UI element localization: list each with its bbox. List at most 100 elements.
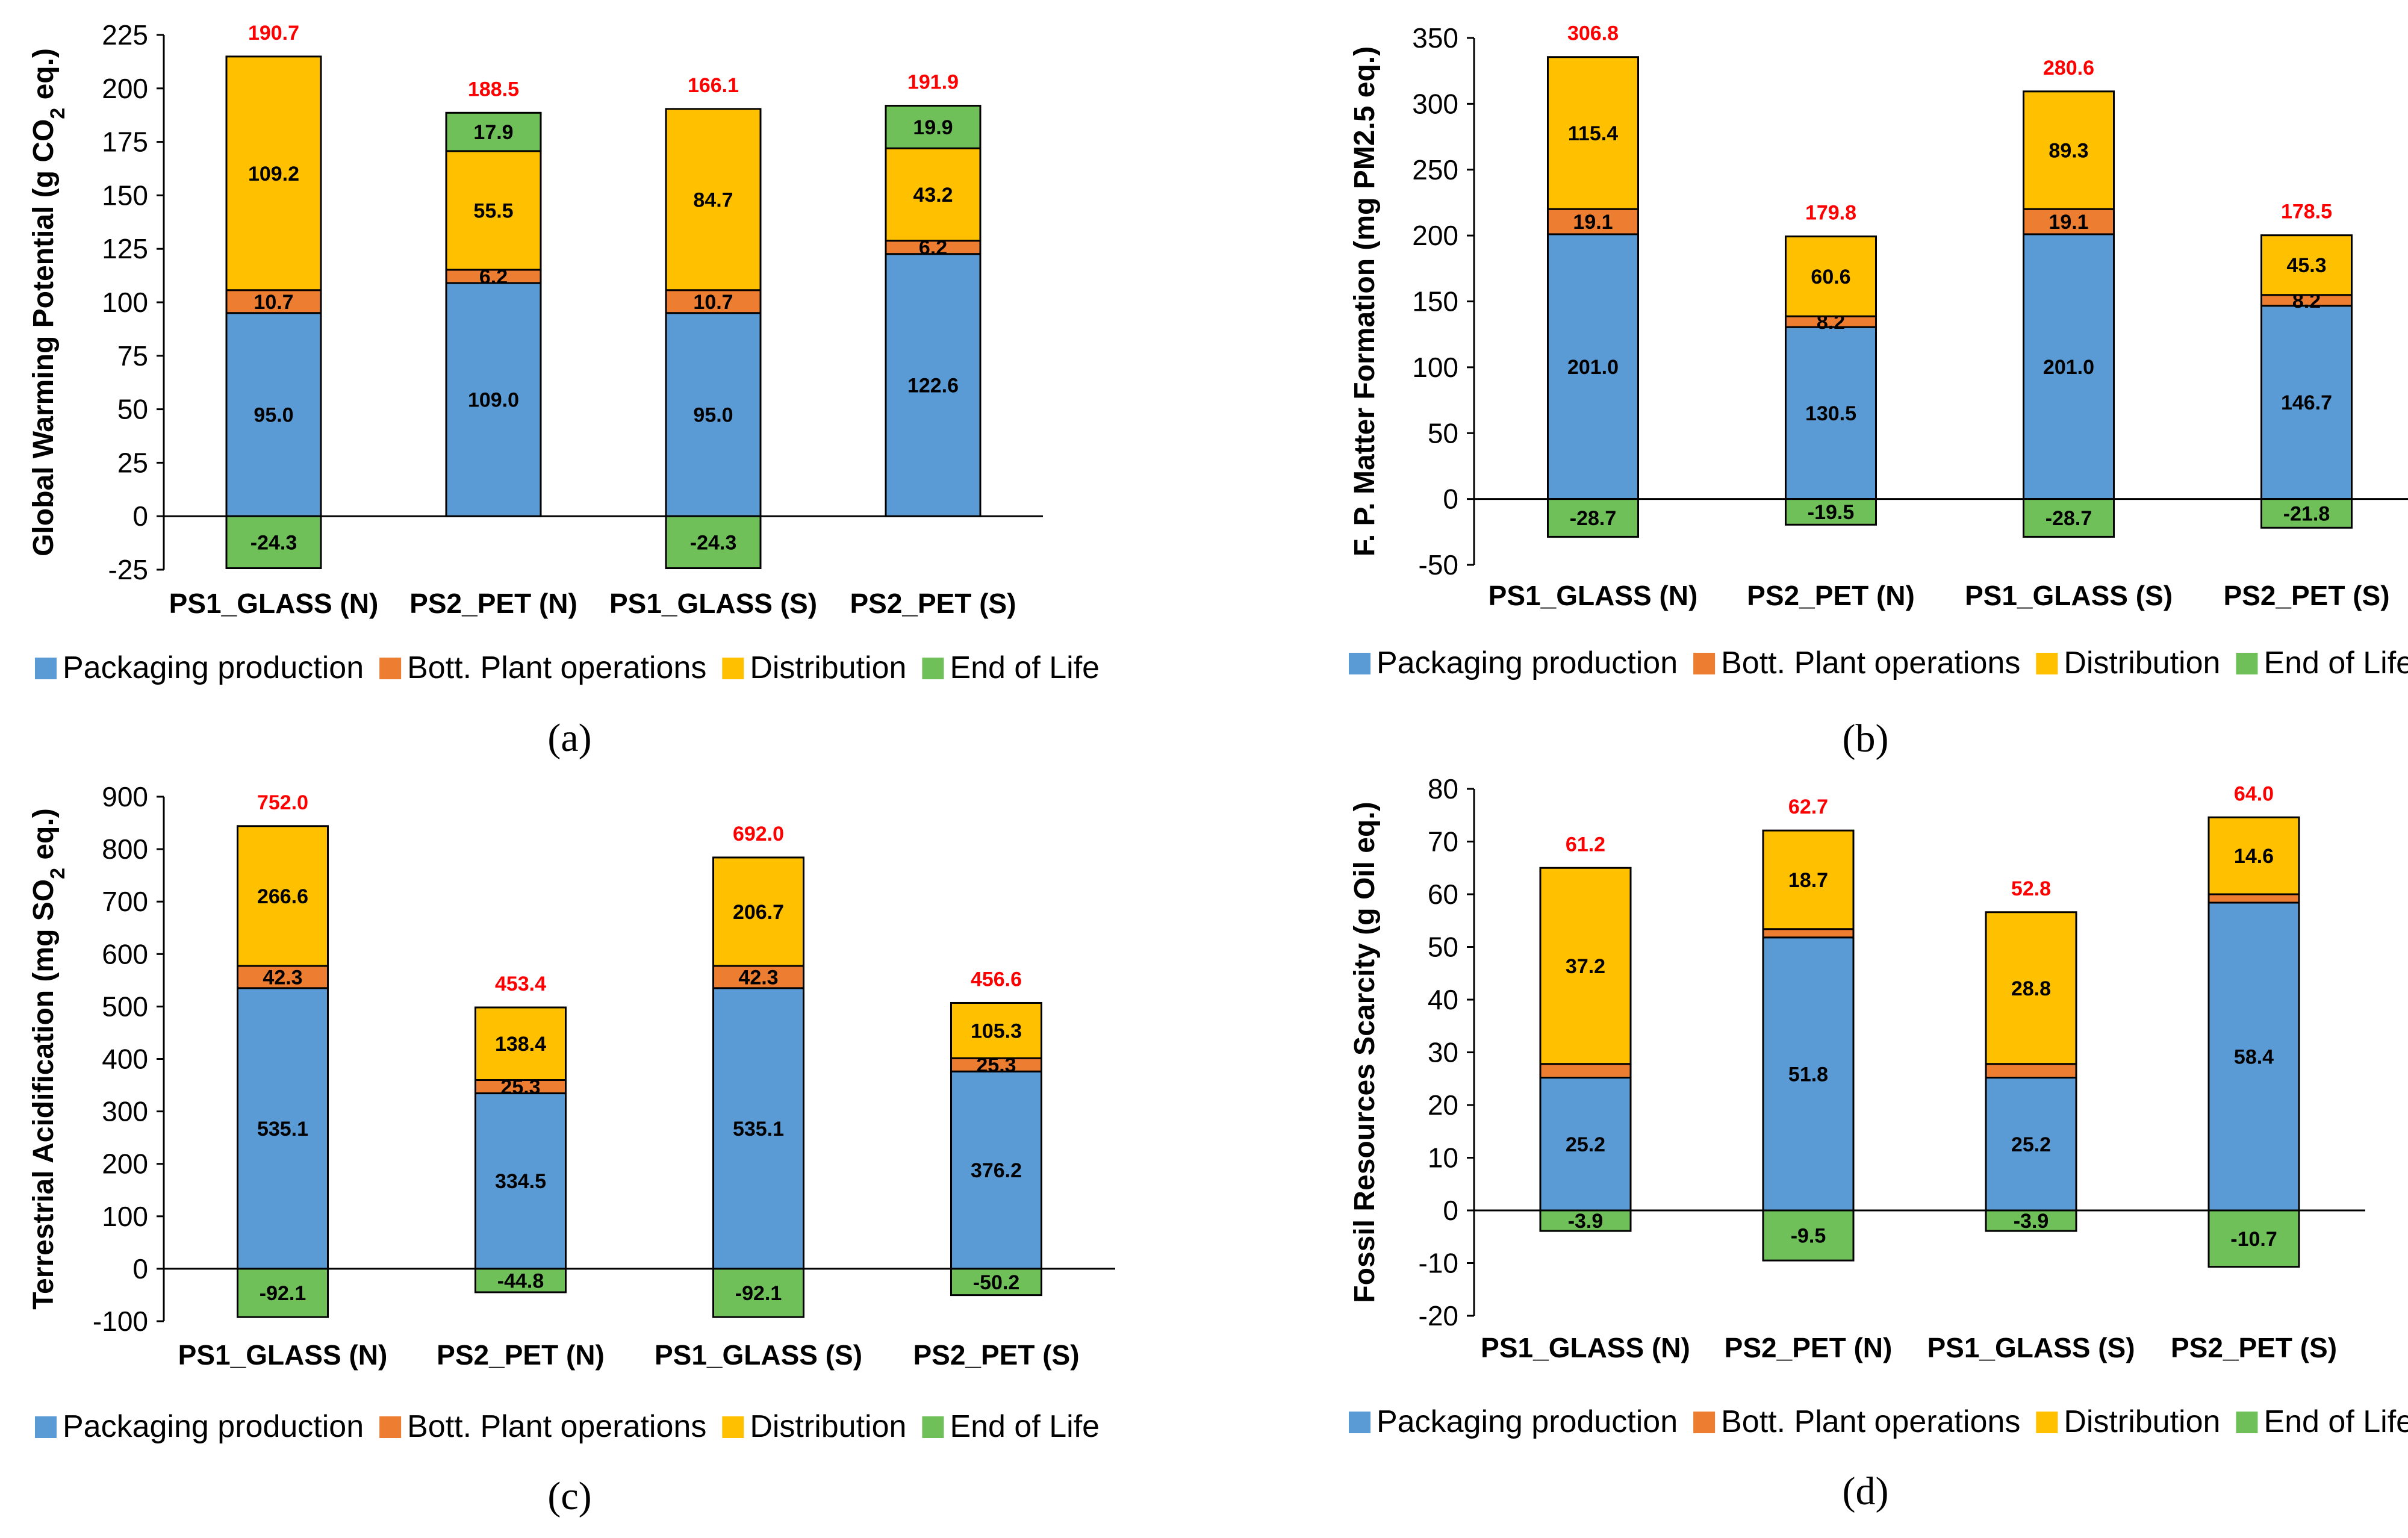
category-label: PS2_PET (S) bbox=[913, 1339, 1079, 1371]
y-tick-label: 300 bbox=[1412, 88, 1458, 119]
bar-packaging bbox=[950, 1070, 1042, 1270]
legend-entry: Bott. Plant operations bbox=[1721, 646, 2020, 680]
data-label-distribution: 206.7 bbox=[733, 901, 784, 924]
bar-packaging bbox=[1985, 1077, 2077, 1212]
legend-swatch bbox=[2236, 653, 2258, 674]
data-label-end-of-life: -92.1 bbox=[735, 1282, 782, 1305]
data-label-packaging: 334.5 bbox=[495, 1170, 546, 1193]
bar-distribution bbox=[712, 856, 804, 967]
y-tick-label: 50 bbox=[1428, 417, 1458, 449]
y-tick-label: 25 bbox=[117, 447, 148, 478]
total-label: 64.0 bbox=[2234, 782, 2274, 805]
bar-distribution bbox=[885, 147, 982, 242]
legend-entry: Packaging production bbox=[1377, 646, 1678, 680]
data-label-distribution: 28.8 bbox=[2011, 977, 2051, 1000]
data-label-distribution: 109.2 bbox=[248, 163, 299, 185]
category-label: PS1_GLASS (N) bbox=[169, 588, 379, 619]
legend-entry: Packaging production bbox=[63, 1409, 364, 1444]
chart-panel-4: -20 -10 0 10 20 30 40 50 60 70 80 Fossil Resources … bbox=[1349, 773, 2408, 1513]
panel-label: (a) bbox=[547, 716, 591, 760]
data-label-end-of-life: -3.9 bbox=[1568, 1210, 1604, 1233]
data-label-end-of-life: -19.5 bbox=[1808, 501, 1855, 524]
data-label-end-of-life: -50.2 bbox=[973, 1271, 1020, 1294]
data-label-end-of-life: -21.8 bbox=[2283, 502, 2330, 525]
legend: Packaging production Bott. Plant operatio… bbox=[1349, 646, 2408, 680]
data-label-packaging: 58.4 bbox=[2234, 1046, 2274, 1069]
bar-distribution bbox=[950, 1001, 1042, 1059]
legend-swatch bbox=[2036, 1412, 2058, 1433]
data-label-end-of-life: 19.9 bbox=[913, 116, 953, 139]
legend-entry: Distribution bbox=[2064, 1404, 2220, 1439]
y-tick-label: 50 bbox=[117, 394, 148, 425]
bar-end-of-life bbox=[950, 1268, 1042, 1297]
data-label-end-of-life: -3.9 bbox=[2014, 1210, 2049, 1233]
total-label: 166.1 bbox=[688, 74, 739, 97]
legend-swatch bbox=[379, 1416, 402, 1438]
bar-bottling bbox=[1985, 1063, 2077, 1079]
y-tick-label: 20 bbox=[1428, 1089, 1458, 1121]
bar-distribution bbox=[1547, 56, 1639, 210]
data-label-distribution: 84.7 bbox=[693, 188, 733, 211]
chart-panel-1: -25 0 25 50 75 100 125 150 175 200 225 Global Warmi… bbox=[28, 19, 1100, 760]
bar-end-of-life bbox=[2207, 1209, 2300, 1268]
y-tick-label: 50 bbox=[1428, 932, 1458, 963]
data-label-bottling: 19.1 bbox=[2049, 211, 2088, 234]
data-label-packaging: 535.1 bbox=[733, 1118, 784, 1141]
bar-bottling bbox=[1547, 208, 1639, 235]
data-label-end-of-life: -24.3 bbox=[250, 531, 297, 554]
bar-distribution bbox=[1985, 911, 2077, 1065]
bar-bottling bbox=[712, 965, 804, 989]
bar-end-of-life bbox=[665, 515, 762, 570]
total-label: 191.9 bbox=[907, 71, 959, 94]
bar-packaging bbox=[2207, 901, 2300, 1212]
total-label: 752.0 bbox=[257, 791, 308, 814]
bar-end-of-life bbox=[225, 515, 322, 570]
y-tick-label: 10 bbox=[1428, 1142, 1458, 1174]
bar-distribution bbox=[1762, 829, 1855, 930]
data-label-distribution: 18.7 bbox=[1788, 869, 1828, 892]
legend-entry: Bott. Plant operations bbox=[407, 1409, 706, 1444]
category-label: PS1_GLASS (N) bbox=[1481, 1332, 1690, 1363]
data-label-packaging: 95.0 bbox=[693, 403, 733, 426]
data-label-packaging: 25.2 bbox=[2011, 1133, 2051, 1156]
y-tick-label: 500 bbox=[102, 991, 148, 1022]
total-label: 188.5 bbox=[468, 78, 519, 101]
y-tick-label: 350 bbox=[1412, 22, 1458, 54]
panel-label: (d) bbox=[1843, 1469, 1889, 1513]
data-label-packaging: 376.2 bbox=[971, 1159, 1022, 1182]
data-label-packaging: 146.7 bbox=[2281, 391, 2332, 414]
panel-label: (c) bbox=[547, 1474, 591, 1518]
data-label-packaging: 201.0 bbox=[2043, 356, 2094, 379]
legend: Packaging production Bott. Plant operatio… bbox=[1349, 1404, 2408, 1439]
data-label-distribution: 115.4 bbox=[1568, 122, 1618, 145]
legend-swatch bbox=[1693, 1412, 1716, 1433]
data-label-end-of-life: -28.7 bbox=[1570, 507, 1617, 530]
bar-end-of-life bbox=[474, 1268, 567, 1294]
total-label: 306.8 bbox=[1567, 22, 1619, 45]
legend-entry: End of Life bbox=[2263, 1404, 2408, 1439]
legend-entry: Bott. Plant operations bbox=[1721, 1404, 2020, 1439]
bar-end-of-life bbox=[885, 105, 982, 149]
y-tick-label: -100 bbox=[93, 1306, 148, 1337]
category-label: PS2_PET (N) bbox=[1725, 1332, 1893, 1363]
data-label-packaging: 95.0 bbox=[254, 403, 293, 426]
bar-distribution bbox=[665, 108, 762, 291]
legend-entry: Bott. Plant operations bbox=[407, 650, 706, 685]
bar-packaging bbox=[665, 312, 762, 517]
data-label-bottling: 10.7 bbox=[693, 291, 733, 314]
category-label: PS1_GLASS (N) bbox=[178, 1339, 388, 1371]
legend-entry: Distribution bbox=[750, 650, 906, 685]
legend-entry: End of Life bbox=[950, 650, 1100, 685]
bar-packaging bbox=[1762, 936, 1855, 1212]
bar-end-of-life bbox=[1985, 1209, 2077, 1232]
bar-end-of-life bbox=[1539, 1209, 1632, 1232]
y-tick-label: 600 bbox=[102, 938, 148, 970]
y-tick-label: 125 bbox=[102, 233, 148, 264]
bar-distribution bbox=[225, 55, 322, 291]
y-tick-label: 400 bbox=[102, 1044, 148, 1075]
legend-entry: Distribution bbox=[750, 1409, 906, 1444]
y-tick-label: -20 bbox=[1419, 1300, 1458, 1331]
total-label: 179.8 bbox=[1805, 202, 1856, 225]
legend-entry: Packaging production bbox=[1377, 1404, 1678, 1439]
